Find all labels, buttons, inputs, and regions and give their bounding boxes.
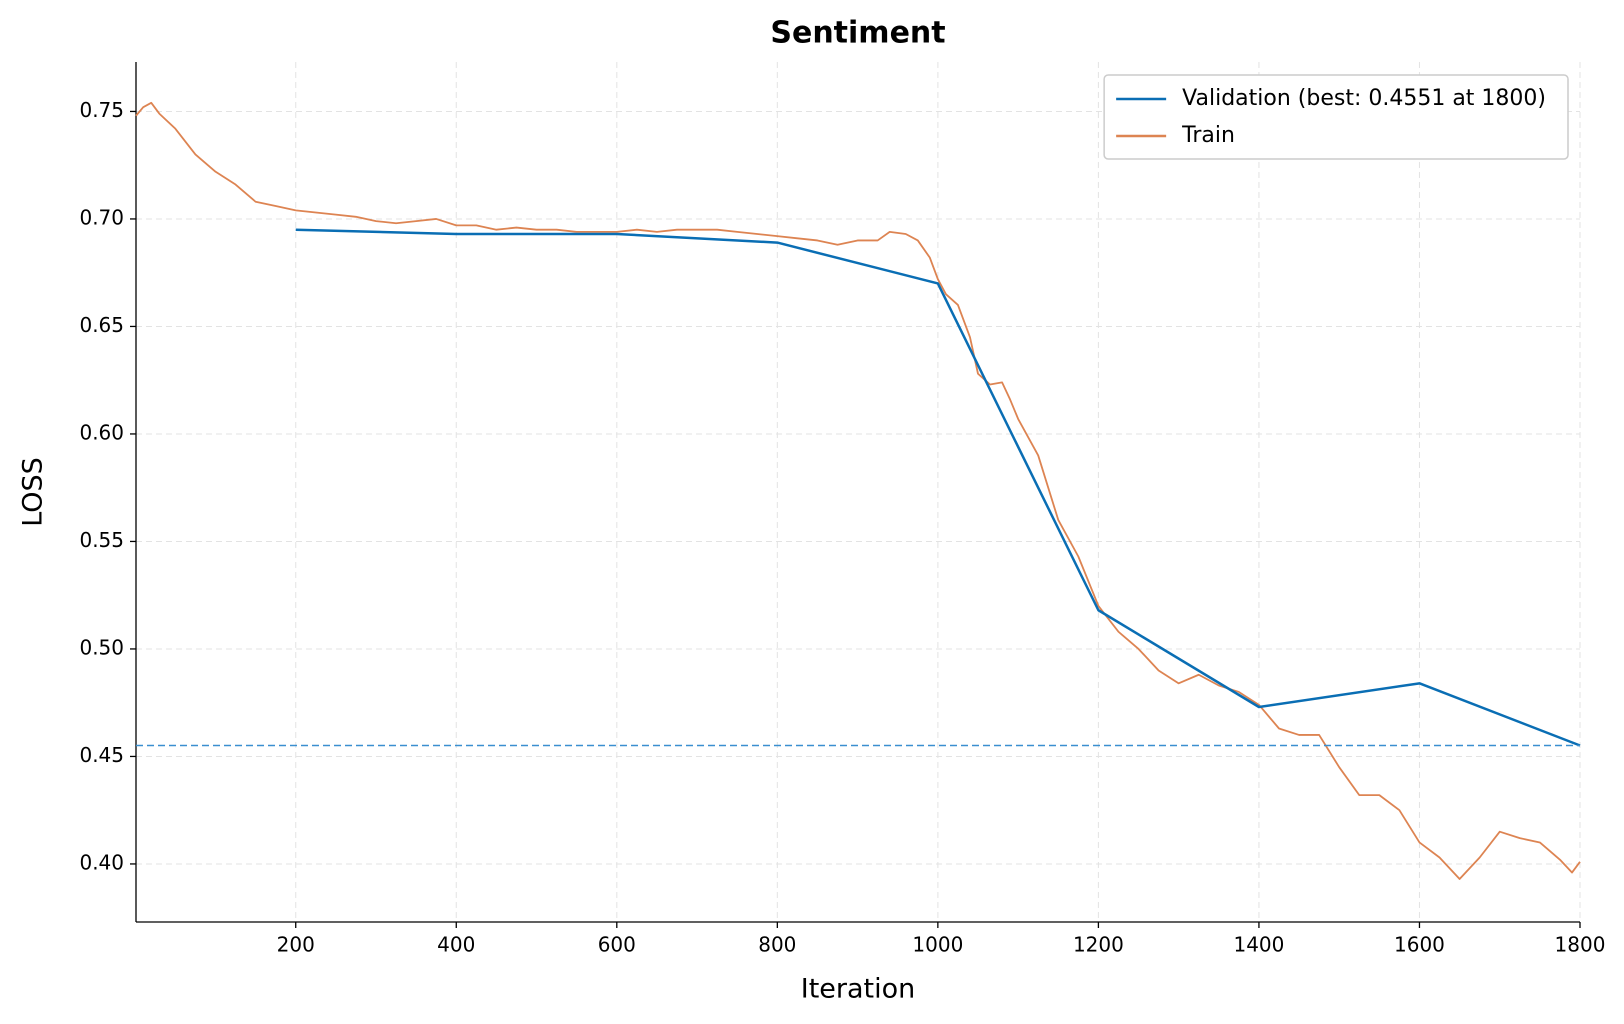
y-axis-label: LOSS bbox=[18, 457, 49, 527]
chart-title: Sentiment bbox=[770, 16, 945, 51]
legend-box bbox=[1103, 74, 1569, 160]
x-tick-label: 1000 bbox=[912, 933, 963, 957]
series-line bbox=[295, 228, 1581, 747]
x-tick-label: 200 bbox=[277, 933, 315, 957]
x-tick-label: 400 bbox=[437, 933, 475, 957]
x-tick-label: 1800 bbox=[1555, 933, 1606, 957]
y-tick-label: 0.70 bbox=[79, 205, 124, 229]
y-tick-label: 0.45 bbox=[79, 743, 124, 767]
x-tick-label: 1200 bbox=[1073, 933, 1124, 957]
x-tick-label: 600 bbox=[598, 933, 636, 957]
series-line bbox=[135, 101, 1581, 880]
y-tick-label: 0.50 bbox=[79, 635, 124, 659]
x-tick-label: 1600 bbox=[1394, 933, 1445, 957]
y-tick-label: 0.40 bbox=[79, 850, 124, 874]
x-axis-label: Iteration bbox=[801, 974, 916, 1005]
legend: Validation (best: 0.4551 at 1800) Train bbox=[1103, 74, 1569, 160]
y-tick-label: 0.55 bbox=[79, 528, 124, 552]
y-tick-label: 0.60 bbox=[79, 420, 124, 444]
y-tick-label: 0.65 bbox=[79, 313, 124, 337]
legend-label: Validation (best: 0.4551 at 1800) bbox=[1182, 86, 1546, 111]
x-tick-label: 1400 bbox=[1233, 933, 1284, 957]
legend-label: Train bbox=[1181, 123, 1235, 148]
y-tick-label: 0.75 bbox=[79, 98, 124, 122]
x-tick-label: 800 bbox=[758, 933, 796, 957]
